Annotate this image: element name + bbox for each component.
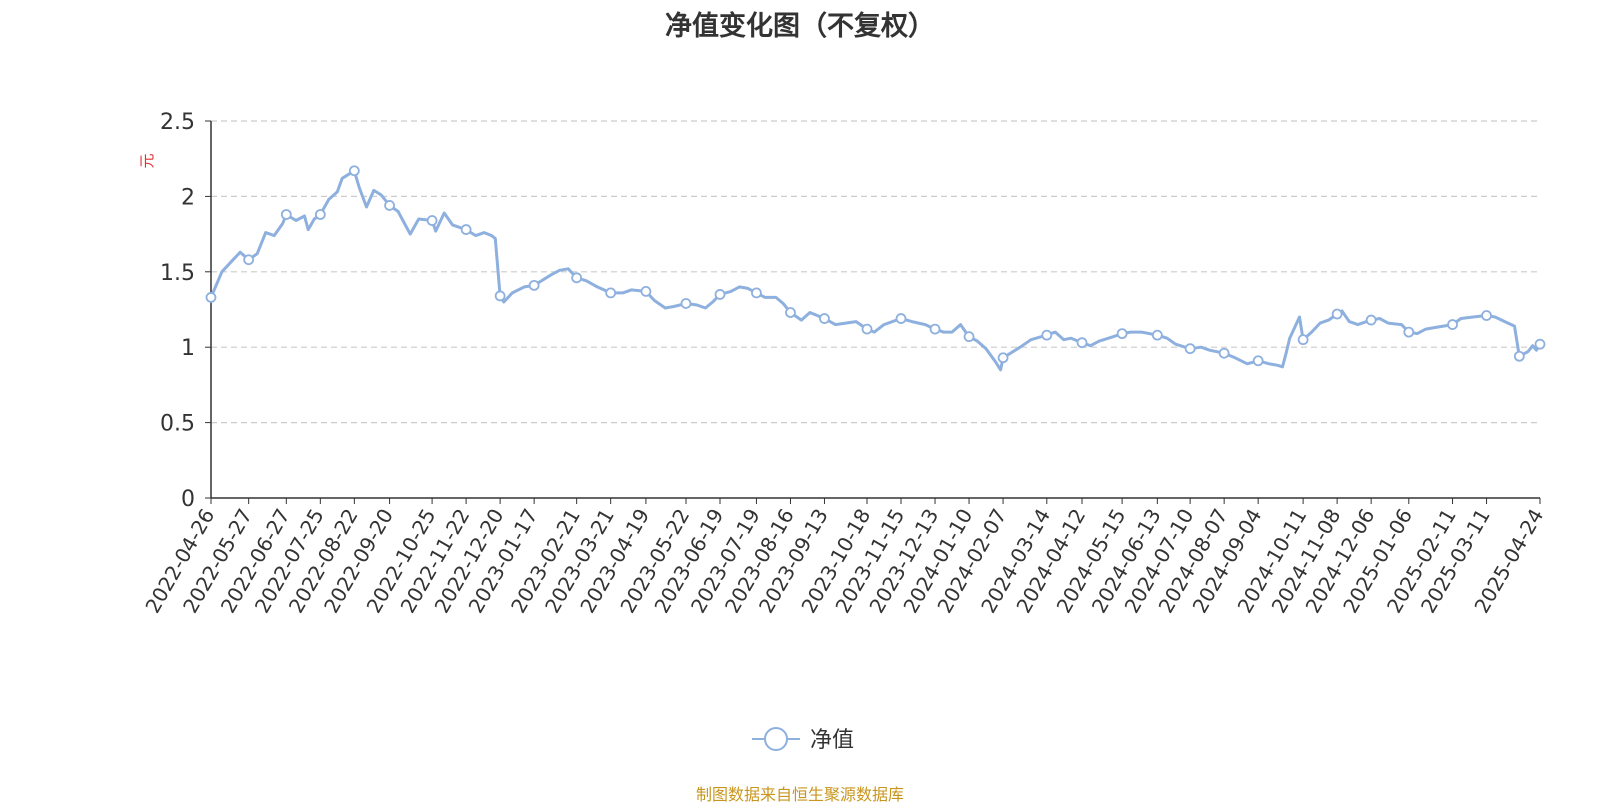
data-point xyxy=(494,290,506,302)
data-point xyxy=(1184,343,1196,355)
data-point xyxy=(571,272,583,284)
y-tick-label: 2.5 xyxy=(160,110,195,135)
data-point xyxy=(1513,350,1525,362)
data-point xyxy=(751,287,762,299)
data-point xyxy=(1403,326,1415,338)
series-line xyxy=(209,169,1542,372)
y-tick-label: 0 xyxy=(181,487,195,512)
x-tick-labels: 2022-04-262022-05-272022-06-272022-07-25… xyxy=(140,505,1548,618)
chart-title: 净值变化图（不复权） xyxy=(665,11,935,42)
data-point xyxy=(1151,329,1163,341)
data-point xyxy=(997,352,1009,364)
data-point xyxy=(785,307,796,318)
data-point xyxy=(205,292,217,303)
data-point xyxy=(348,165,360,177)
data-point xyxy=(460,224,472,235)
source-note: 制图数据来自恒生聚源数据库 xyxy=(695,785,904,804)
data-point xyxy=(528,279,540,291)
data-point xyxy=(1297,334,1309,346)
data-point xyxy=(1252,355,1264,367)
y-tick-label: 1 xyxy=(181,336,195,361)
data-point xyxy=(1481,310,1492,321)
data-point xyxy=(1041,329,1053,341)
data-point xyxy=(1331,308,1343,320)
data-point xyxy=(1534,338,1546,350)
y-tick-label: 2 xyxy=(181,185,195,210)
data-point xyxy=(929,323,941,335)
data-point xyxy=(714,289,726,300)
series-layer xyxy=(205,165,1546,372)
y-tick-labels: 0 0.5 1 1.5 2 2.5 xyxy=(160,110,195,512)
data-point xyxy=(861,323,873,335)
y-tick-label: 1.5 xyxy=(160,261,195,286)
data-point xyxy=(280,209,292,220)
data-point xyxy=(605,287,617,299)
data-point xyxy=(1447,319,1458,330)
legend[interactable]: 净值 xyxy=(752,727,854,753)
data-point xyxy=(640,286,652,297)
data-point xyxy=(1076,337,1088,349)
data-point xyxy=(963,331,975,343)
data-point xyxy=(1365,314,1377,326)
data-point xyxy=(819,313,830,324)
data-point xyxy=(680,298,692,309)
data-point xyxy=(314,209,326,220)
data-point xyxy=(384,200,395,211)
axis-layer xyxy=(210,121,1541,504)
legend-label: 净值 xyxy=(810,728,854,753)
y-axis-label: 元 xyxy=(138,153,156,168)
grid-layer xyxy=(205,120,1540,499)
data-point xyxy=(1116,328,1128,340)
data-point xyxy=(426,215,438,226)
data-point xyxy=(1218,347,1230,359)
y-tick-label: 0.5 xyxy=(160,412,195,437)
legend-circle-icon xyxy=(764,727,788,751)
data-point xyxy=(895,313,907,324)
data-point xyxy=(243,254,255,266)
